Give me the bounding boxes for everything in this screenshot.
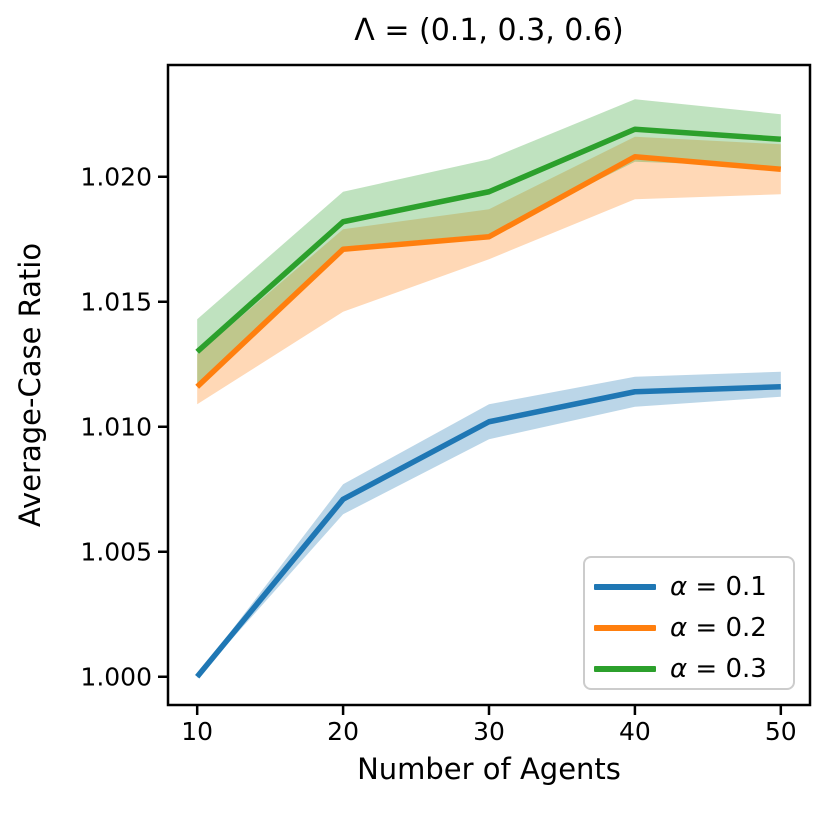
y-tick-label: 1.010 (80, 412, 152, 441)
y-tick-label: 1.015 (80, 287, 152, 316)
legend-line-swatch (594, 624, 656, 631)
x-axis-label: Number of Agents (357, 752, 621, 786)
x-tick-label: 10 (181, 717, 213, 746)
legend-item-0: α = 0.1 (594, 566, 793, 607)
y-axis-label: Average-Case Ratio (13, 242, 47, 528)
legend-label: α = 0.2 (670, 612, 767, 643)
confidence-band-0 (197, 371, 781, 678)
y-tick-label: 1.005 (80, 537, 152, 566)
legend-label: α = 0.1 (670, 571, 767, 602)
legend-label: α = 0.3 (670, 653, 767, 684)
y-tick-label: 1.000 (80, 662, 152, 691)
series-line-2 (195, 126, 782, 354)
x-tick-label: 30 (473, 717, 505, 746)
legend-item-1: α = 0.2 (594, 607, 793, 648)
chart-title: Λ = (0.1, 0.3, 0.6) (354, 13, 624, 48)
legend-line-swatch (594, 665, 656, 672)
confidence-band-2 (197, 99, 781, 385)
y-tick-label: 1.020 (80, 162, 152, 191)
x-tick-label: 20 (327, 717, 359, 746)
legend-item-2: α = 0.3 (594, 648, 793, 689)
legend-line-swatch (594, 583, 656, 590)
series-line-0 (195, 384, 781, 679)
legend: α = 0.1 α = 0.2 α = 0.3 (583, 556, 795, 690)
x-tick-label: 40 (619, 717, 651, 746)
series-line-1 (195, 154, 782, 389)
x-tick-label: 50 (765, 717, 797, 746)
